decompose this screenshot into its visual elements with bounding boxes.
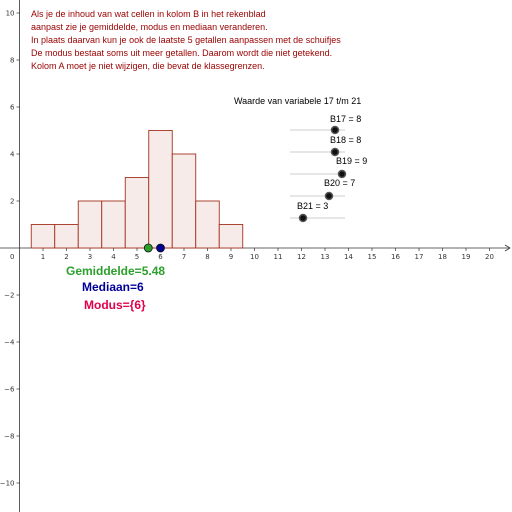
histogram-bar bbox=[30, 224, 56, 249]
slider-label-b21: B21 = 3 bbox=[297, 201, 329, 211]
histogram-bar bbox=[54, 224, 79, 249]
x-tick-label: 12 bbox=[297, 253, 306, 261]
x-tick-label: 6 bbox=[158, 253, 163, 261]
y-tick-label: 2 bbox=[10, 198, 14, 206]
median-point bbox=[156, 243, 165, 253]
slider-b19-knob[interactable] bbox=[337, 169, 347, 179]
y-tick-label: 4 bbox=[10, 151, 15, 159]
slider-b17-knob[interactable] bbox=[330, 125, 340, 135]
y-tick-label: −4 bbox=[4, 339, 15, 347]
x-axis-arrow bbox=[504, 244, 511, 252]
slider-label-b17: B17 = 8 bbox=[330, 114, 362, 124]
mean-point bbox=[143, 243, 153, 253]
histogram-bar bbox=[195, 200, 220, 249]
x-tick-label: 7 bbox=[182, 253, 186, 261]
histogram-bar bbox=[124, 177, 150, 249]
mode-label: Modus={6} bbox=[84, 298, 146, 312]
y-tick-label: 10 bbox=[6, 10, 15, 18]
y-tick-label: −10 bbox=[0, 480, 15, 488]
slider-b21-knob[interactable] bbox=[298, 213, 308, 223]
slider-b20-knob[interactable] bbox=[324, 191, 334, 201]
x-tick-label: 1 bbox=[41, 253, 45, 261]
slider-label-b19: B19 = 9 bbox=[336, 156, 368, 166]
x-tick-label: 14 bbox=[344, 253, 353, 261]
slider-b18-knob[interactable] bbox=[330, 147, 340, 157]
slider-group[interactable] bbox=[290, 125, 347, 223]
median-label: Mediaan=6 bbox=[82, 280, 144, 294]
stat-points bbox=[143, 243, 165, 253]
info-line-4: De modus bestaat soms uit meer getallen.… bbox=[31, 48, 333, 58]
info-line-5: Kolom A moet je niet wijzigen, die bevat… bbox=[31, 61, 265, 71]
origin-label: 0 bbox=[10, 253, 14, 261]
slider-panel-title: Waarde van variabele 17 t/m 21 bbox=[234, 96, 362, 106]
x-tick-label: 18 bbox=[438, 253, 447, 261]
y-tick-label: −2 bbox=[4, 292, 14, 300]
x-tick-label: 11 bbox=[274, 253, 283, 261]
x-tick-label: 20 bbox=[485, 253, 494, 261]
x-tick-label: 13 bbox=[321, 253, 330, 261]
histogram-bar bbox=[218, 224, 244, 249]
slider-label-b20: B20 = 7 bbox=[324, 178, 356, 188]
y-tick-label: −8 bbox=[4, 433, 14, 441]
x-tick-label: 15 bbox=[368, 253, 377, 261]
histogram-bar bbox=[171, 153, 197, 249]
x-tick-label: 2 bbox=[64, 253, 68, 261]
x-tick-label: 16 bbox=[391, 253, 400, 261]
x-tick-label: 4 bbox=[111, 253, 116, 261]
slider-label-b18: B18 = 8 bbox=[330, 135, 362, 145]
histogram-bar bbox=[148, 130, 173, 249]
histogram-bars bbox=[30, 130, 244, 249]
x-tick-label: 9 bbox=[229, 253, 233, 261]
y-tick-label: 8 bbox=[10, 57, 14, 65]
y-tick-label: 6 bbox=[10, 104, 15, 112]
histogram-bar bbox=[101, 200, 126, 249]
x-tick-label: 3 bbox=[88, 253, 92, 261]
x-tick-label: 17 bbox=[415, 253, 424, 261]
histogram-bar bbox=[77, 200, 103, 249]
x-tick-label: 5 bbox=[135, 253, 139, 261]
info-line-1: Als je de inhoud van wat cellen in kolom… bbox=[31, 9, 266, 19]
mean-label: Gemiddelde=5.48 bbox=[66, 264, 166, 278]
x-tick-label: 10 bbox=[250, 253, 259, 261]
y-tick-label: −6 bbox=[4, 386, 15, 394]
x-tick-label: 8 bbox=[205, 253, 209, 261]
x-tick-label: 19 bbox=[462, 253, 471, 261]
info-line-3: In plaats daarvan kun je ook de laatste … bbox=[31, 35, 341, 45]
info-line-2: aanpast zie je gemiddelde, modus en medi… bbox=[31, 22, 268, 32]
